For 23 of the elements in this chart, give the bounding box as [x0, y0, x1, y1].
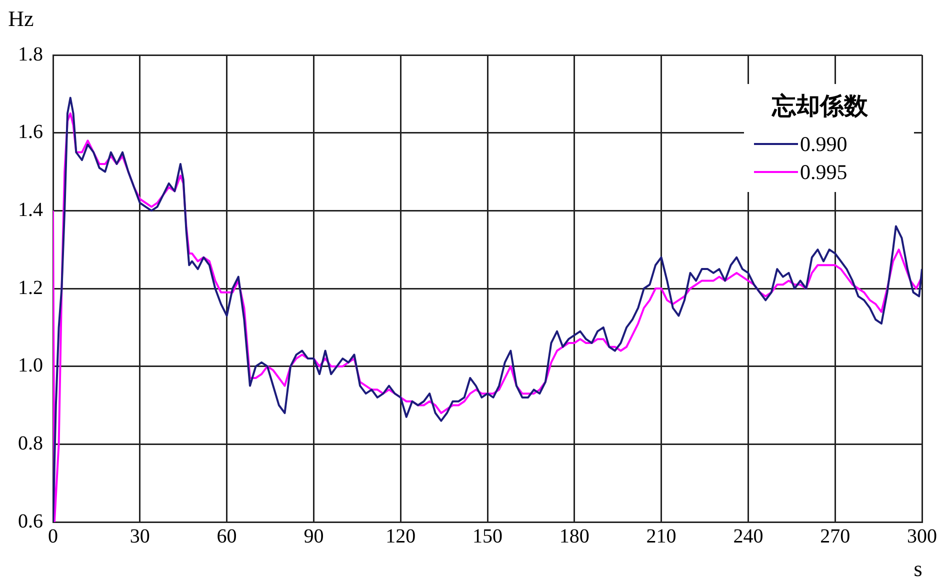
x-tick-label: 60	[216, 525, 237, 548]
legend-title: 忘却係数	[772, 92, 869, 122]
x-tick-label: 90	[304, 525, 324, 548]
y-axis-title: Hz	[8, 6, 34, 31]
x-tick-label: 300	[907, 525, 937, 548]
y-tick-label: 1.6	[18, 121, 43, 144]
legend-label: 0.990	[800, 131, 848, 158]
x-tick-label: 120	[386, 525, 416, 548]
x-tick-label: 0	[48, 525, 58, 548]
x-tick-label: 270	[820, 525, 850, 548]
x-axis-title: s	[914, 556, 922, 578]
y-tick-label: 0.8	[18, 432, 43, 454]
y-tick-label: 0.6	[18, 510, 43, 532]
x-tick-label: 240	[733, 525, 764, 548]
x-tick-label: 210	[646, 525, 676, 548]
y-tick-label: 1.2	[18, 276, 43, 299]
x-tick-label: 150	[472, 525, 502, 548]
legend-label: 0.995	[800, 159, 848, 186]
x-tick-label: 30	[130, 525, 150, 548]
y-tick-label: 1.0	[18, 354, 43, 377]
x-tick-label: 180	[559, 525, 590, 548]
y-tick-label: 1.8	[18, 43, 43, 66]
y-tick-label: 1.4	[18, 198, 43, 221]
